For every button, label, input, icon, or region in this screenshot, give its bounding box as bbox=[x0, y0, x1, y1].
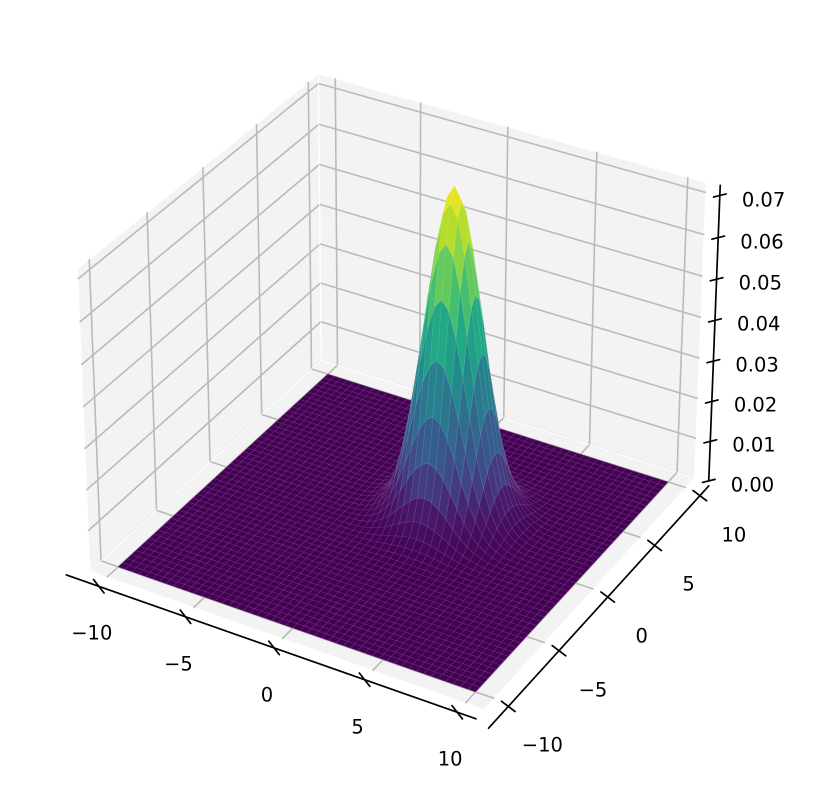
z-tick-label: 0.06 bbox=[740, 229, 784, 253]
y-tick-label: −5 bbox=[578, 677, 608, 701]
z-tick-label: 0.00 bbox=[730, 473, 775, 497]
z-tick-label: 0.07 bbox=[741, 187, 786, 211]
x-tick-label: 10 bbox=[437, 747, 463, 771]
z-tick-label: 0.03 bbox=[735, 353, 779, 377]
z-tick-label: 0.04 bbox=[736, 312, 781, 336]
y-tick-label: 10 bbox=[721, 522, 747, 546]
x-tick-label: −10 bbox=[71, 621, 113, 645]
z-tick-label: 0.05 bbox=[738, 271, 782, 295]
x-tick-label: 0 bbox=[260, 683, 274, 707]
z-tick-label: 0.01 bbox=[732, 433, 776, 457]
y-tick-label: 5 bbox=[682, 572, 695, 596]
z-tick-label: 0.02 bbox=[733, 393, 778, 417]
x-tick-label: −5 bbox=[164, 651, 193, 675]
y-tick-label: 0 bbox=[635, 624, 648, 648]
y-tick-label: −10 bbox=[521, 733, 563, 757]
x-tick-label: 5 bbox=[351, 714, 364, 738]
